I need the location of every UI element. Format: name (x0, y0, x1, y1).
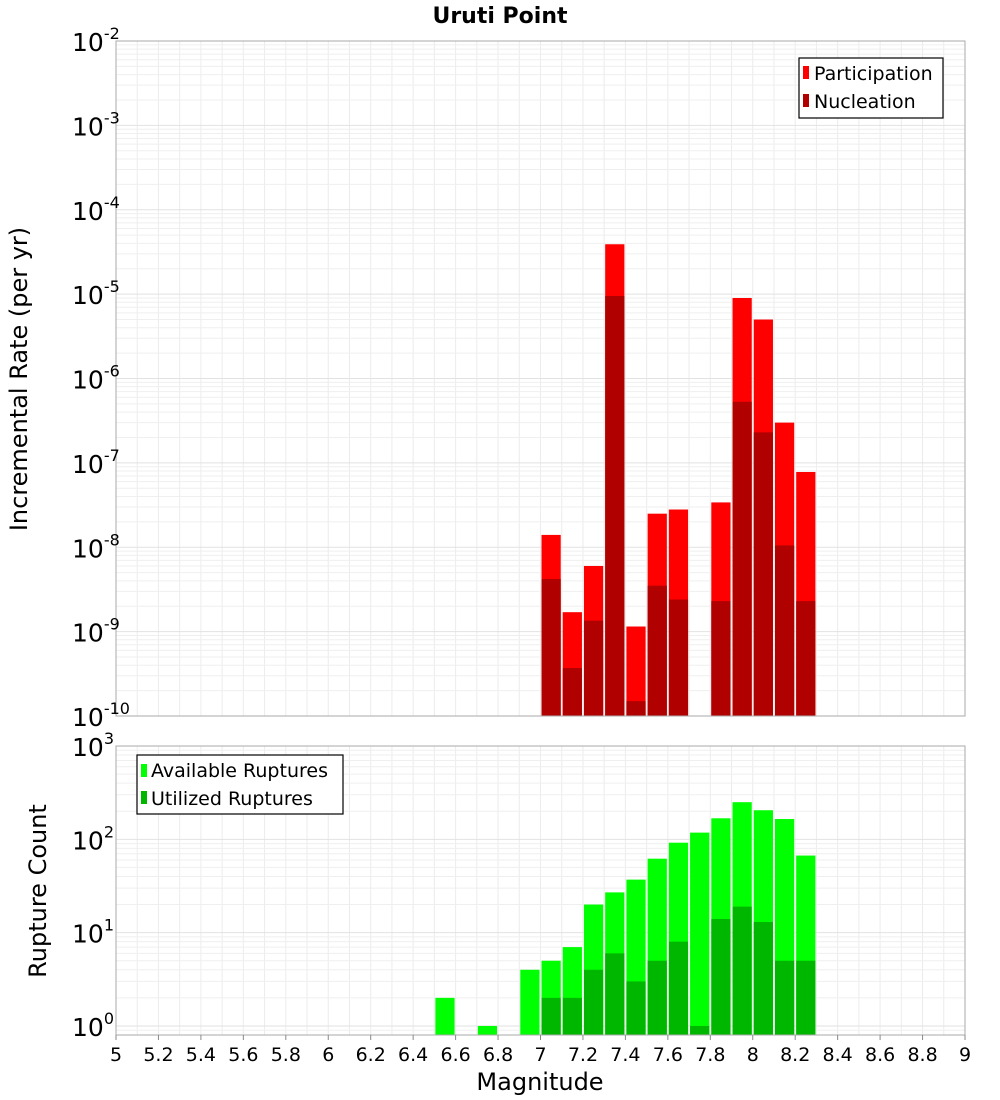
top-plot-frame (115, 40, 966, 717)
bar-utilized (711, 919, 731, 1035)
x-tick-label: 6 (322, 1044, 334, 1066)
x-tick-label: 8 (747, 1044, 759, 1066)
x-tick-label: 8.6 (865, 1044, 895, 1066)
bar-nucleation (647, 585, 667, 716)
top-y-axis-label: Incremental Rate (per yr) (5, 227, 33, 531)
x-tick-label: 7.4 (610, 1044, 640, 1066)
x-tick-label: 6.8 (483, 1044, 513, 1066)
bar-nucleation (796, 601, 816, 716)
bottom-y-axis-label: Rupture Count (24, 804, 52, 978)
x-tick-label: 5.4 (186, 1044, 216, 1066)
x-tick-label: 5.2 (143, 1044, 173, 1066)
y-tick-label: 10-5 (72, 277, 120, 310)
y-tick-label: 100 (72, 1009, 114, 1042)
top-bars (541, 244, 816, 717)
x-tick-label: 7.2 (568, 1044, 598, 1066)
y-tick-label: 10-3 (72, 108, 120, 141)
bar-nucleation (562, 668, 582, 716)
y-tick-label: 10-7 (72, 446, 120, 479)
x-tick-label: 6.4 (398, 1044, 428, 1066)
bar-utilized (774, 960, 795, 1035)
top-legend-box (798, 57, 944, 119)
bar-utilized (626, 981, 646, 1035)
y-tick-label: 10-4 (72, 193, 120, 226)
chart-title: Uruti Point (432, 4, 568, 29)
available-swatch (141, 764, 147, 777)
bottom-grid (115, 745, 966, 1036)
x-tick-label: 7 (534, 1044, 546, 1066)
nucleation-swatch (803, 94, 809, 107)
y-tick-label: 102 (72, 822, 114, 855)
x-tick-label: 7.8 (695, 1044, 725, 1066)
bar-available (477, 1025, 498, 1035)
bar-utilized (541, 997, 561, 1035)
bar-available (520, 969, 540, 1035)
y-tick-label: 10-8 (72, 530, 120, 563)
bar-nucleation (605, 296, 625, 716)
bar-utilized (583, 969, 604, 1035)
bottom-legend: Available Ruptures Utilized Ruptures (136, 754, 344, 815)
y-tick-label: 10-2 (72, 24, 120, 57)
bar-nucleation (583, 620, 604, 716)
bottom-y-ticks: 103 102 101 100 (72, 729, 114, 1042)
x-tick-label: 8.2 (780, 1044, 810, 1066)
x-tick-label: 5 (110, 1044, 122, 1066)
bar-utilized (647, 960, 667, 1035)
bar-nucleation (774, 545, 795, 716)
utilized-swatch (141, 791, 147, 804)
bar-available (690, 832, 710, 1035)
x-tick-label: 6.6 (440, 1044, 470, 1066)
y-tick-label: 10-6 (72, 362, 120, 395)
y-tick-label: 101 (72, 916, 114, 949)
y-tick-label: 103 (72, 729, 114, 762)
x-tick-label: 6.2 (356, 1044, 386, 1066)
x-tick-label: 9 (959, 1044, 971, 1066)
bar-utilized (796, 960, 816, 1035)
bar-nucleation (753, 432, 773, 716)
participation-legend-label: Participation (814, 63, 933, 85)
bar-nucleation (541, 579, 561, 716)
bar-utilized (753, 922, 773, 1035)
participation-swatch (803, 66, 809, 79)
bar-nucleation (732, 401, 752, 716)
x-tick-label: 8.4 (823, 1044, 853, 1066)
nucleation-legend-label: Nucleation (814, 91, 916, 113)
x-axis-label: Magnitude (476, 1068, 603, 1096)
top-panel: 10-2 10-3 10-4 10-5 10-6 10-7 10-8 10-9 10-10 In… (5, 24, 966, 732)
bottom-panel: 103 102 101 100 Rupture Count Available Rup… (24, 729, 971, 1096)
bar-nucleation (668, 599, 689, 716)
bar-utilized (732, 906, 752, 1035)
utilized-legend-label: Utilized Ruptures (151, 788, 313, 810)
bar-nucleation (626, 701, 646, 716)
bar-nucleation (711, 601, 731, 716)
bottom-legend-box (136, 754, 344, 815)
available-legend-label: Available Ruptures (151, 760, 328, 782)
x-tick-label: 8.8 (907, 1044, 937, 1066)
bottom-bars (435, 802, 816, 1035)
x-ticks: 5 5.2 5.4 5.6 5.8 6 6.2 6.4 6.6 6.8 7 7.2 7.4 7.6 7.8 8… (110, 1035, 971, 1066)
bar-utilized (690, 1025, 710, 1035)
x-tick-label: 5.8 (271, 1044, 301, 1066)
bar-utilized (562, 997, 582, 1035)
y-tick-label: 10-9 (72, 615, 120, 648)
y-tick-label: 10-10 (72, 699, 130, 732)
x-tick-label: 7.6 (653, 1044, 683, 1066)
bar-participation (626, 626, 646, 716)
bar-available (435, 997, 455, 1035)
bar-utilized (668, 941, 689, 1035)
top-y-ticks: 10-2 10-3 10-4 10-5 10-6 10-7 10-8 10-9 10-10 (72, 24, 130, 732)
bar-utilized (605, 953, 625, 1035)
top-grid (115, 40, 966, 717)
top-legend: Participation Nucleation (798, 57, 944, 119)
x-tick-label: 5.6 (228, 1044, 258, 1066)
